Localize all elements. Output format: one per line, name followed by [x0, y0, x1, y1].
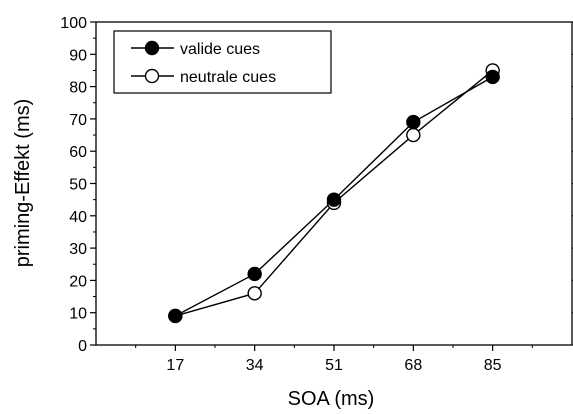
y-tick-label: 90: [69, 47, 87, 64]
series-1-point: [406, 114, 421, 130]
y-axis-ticks: 0 10 20 30 40 50 60 70 80 90 100: [60, 15, 573, 355]
x-tick-label: 51: [325, 357, 343, 374]
legend-marker-2: [144, 68, 160, 84]
series-1-point: [485, 69, 500, 85]
series-2-point: [247, 286, 262, 301]
y-axis-title: priming-Effekt (ms): [12, 99, 34, 268]
y-tick-label: 80: [69, 80, 87, 97]
x-tick-label: 34: [246, 357, 264, 374]
y-tick-label: 0: [78, 338, 87, 355]
y-tick-label: 60: [69, 144, 87, 161]
y-tick-label: 100: [60, 15, 87, 32]
legend-label-2: neutrale cues: [180, 69, 276, 86]
x-axis-title: SOA (ms): [288, 388, 375, 410]
legend-marker-1: [144, 40, 160, 56]
y-tick-label: 20: [69, 273, 87, 290]
series-2-point: [406, 127, 421, 143]
legend-label-1: valide cues: [180, 41, 260, 58]
y-tick-label: 40: [69, 209, 87, 226]
x-axis-ticks: 17 34 51 68 85: [135, 345, 533, 374]
x-tick-label: 68: [404, 357, 422, 374]
series-1-point: [326, 192, 342, 207]
series-1-point: [247, 266, 262, 282]
y-tick-label: 70: [69, 112, 87, 129]
series-layer: [168, 63, 500, 324]
x-tick-label: 17: [166, 357, 184, 374]
x-tick-label: 85: [484, 357, 502, 374]
y-tick-label: 30: [69, 241, 87, 258]
series-1-point: [168, 308, 183, 324]
y-tick-label: 10: [69, 306, 87, 323]
legend: valide cues neutrale cues: [113, 30, 332, 94]
y-tick-label: 50: [69, 177, 87, 194]
